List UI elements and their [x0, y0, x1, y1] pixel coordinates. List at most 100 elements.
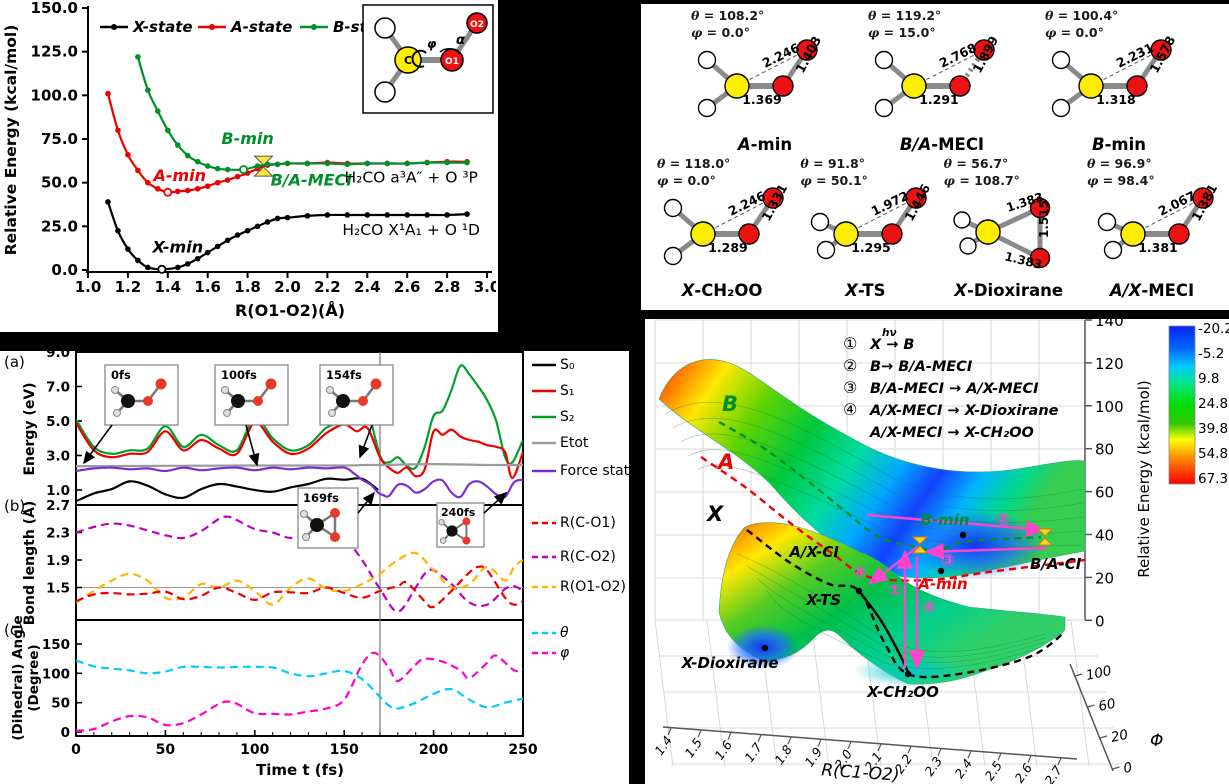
r-tick-label: 1.6 [711, 738, 735, 763]
r-tick-label: 1.5 [681, 735, 705, 760]
pec-axes: 0.0 25.0 50.0 75.0 100.0 125.0 150.0 1.0 1.2 1.4 1… [31, 0, 496, 296]
o2-atom [796, 39, 818, 61]
bond-length-c-o1: 1.291 [919, 92, 959, 107]
z-tick-label: 40 [1095, 527, 1114, 545]
data-point [304, 160, 311, 167]
x-tick-label: 3.0 [474, 278, 496, 296]
bond-length-c-o1: 1.295 [852, 240, 892, 255]
data-point [224, 166, 231, 173]
contour-line [746, 565, 1046, 658]
pes-label-x-ts: X-TS [805, 591, 841, 609]
data-point [424, 159, 430, 166]
h-atom [663, 246, 683, 266]
meci-bowtie-marker [253, 155, 274, 177]
data-point [324, 160, 331, 167]
pes-label-a-min: A-min [917, 575, 967, 593]
contour-line [766, 589, 1046, 669]
phi-value: φ = 98.4° [1086, 172, 1155, 188]
z-axis-title: Relative Energy (kcal/mol) [1135, 380, 1153, 578]
x-tick-label: 2.6 [394, 278, 421, 296]
phi-tick-label: 20 [1110, 727, 1130, 746]
z-tick-label: 140 [1095, 319, 1124, 330]
phi-value: φ = 0.0° [691, 24, 750, 40]
colorbar-label: 9.8 [1198, 371, 1219, 387]
data-point [165, 127, 171, 134]
mechanism-arrow [866, 513, 1046, 537]
y-tick-label: 75.0 [41, 130, 78, 148]
snapshot-arrow [83, 424, 113, 465]
stationary-point [959, 531, 967, 539]
o1-atom [1126, 75, 1148, 97]
legend-label: S₂ [560, 409, 575, 425]
theta-value: θ = 119.2° [868, 8, 942, 23]
legend-label: R(O1-O2) [560, 579, 626, 595]
structure-name-prefix: X [954, 281, 967, 300]
pec-chart-panel: 0.0 25.0 50.0 75.0 100.0 125.0 150.0 1.0 1.2 1.4 1… [0, 0, 500, 332]
phi-tick [1112, 766, 1120, 770]
theta-value: θ = 96.9° [1086, 156, 1152, 171]
h-atom [374, 17, 396, 39]
h-atom [438, 518, 445, 526]
pec-y-axis-title: Relative Energy (kcal/mol) [2, 25, 20, 256]
data-point [194, 255, 201, 262]
phi-value: φ = 50.1° [800, 172, 868, 188]
data-point [214, 243, 221, 250]
meci-bowtie-marker [1036, 528, 1054, 546]
c-o2-distance-line [846, 197, 917, 235]
z-tick-label: 60 [1095, 484, 1114, 502]
pec-annotation: X-min [151, 238, 203, 257]
structure-name-suffix: -MECI [931, 135, 985, 154]
structure-name-prefix: X [845, 281, 858, 300]
structure-name-suffix: -MECI [1141, 281, 1195, 300]
o-atom [330, 532, 340, 542]
o1-atom [949, 75, 971, 97]
step-badge: ④ [853, 563, 867, 583]
h-atom [328, 409, 336, 417]
r-tick-label: 2.7 [1041, 763, 1065, 784]
r-tick [727, 732, 732, 740]
data-point [135, 167, 141, 174]
traj-x-axis-title: Time t (fs) [256, 761, 344, 779]
snapshot-arrow [357, 491, 375, 514]
legend-label: R(C-O2) [560, 549, 616, 565]
x-tick-label: 1.4 [155, 278, 182, 296]
phi-value: φ = 0.0° [1045, 24, 1104, 40]
o2-atom-label: O2 [470, 20, 484, 30]
y-tick-label: 2.3 [46, 526, 70, 542]
surface-x [718, 522, 1066, 687]
structure-name: B-min [1039, 135, 1199, 154]
legend-label: R(C-O1) [560, 515, 616, 531]
pec-annotation: B/A-MECI [271, 170, 353, 189]
y-tick-label: 150.0 [31, 0, 78, 17]
x-tick-label: 150 [330, 742, 359, 758]
contour-line [736, 553, 1046, 652]
pec-annotation: A-min [151, 166, 206, 185]
legend-label: Force state [560, 463, 629, 479]
y-tick-label: 50.0 [41, 174, 78, 192]
c-o2-distance-line [913, 49, 985, 87]
data-point [254, 163, 261, 169]
legend-label: φ [560, 645, 570, 661]
data-point [125, 246, 131, 252]
data-point [204, 183, 211, 189]
step-number: ② [843, 356, 857, 375]
grid-line [1070, 619, 1090, 768]
r-tick-label: 2.4 [951, 756, 975, 781]
structure-angles: θ = 100.4° φ = 0.0° [1045, 8, 1118, 42]
r-tick-label: 2.5 [981, 758, 1005, 783]
snapshot-molecule [221, 378, 277, 417]
structure-card-x-dioxirane: θ = 56.7° φ = 108.7° 1.383 1.383 1.515 X-Diox… [938, 154, 1080, 300]
structure-name-prefix: X [681, 281, 695, 300]
data-point [404, 160, 411, 167]
bond-length-c-o1: 1.318 [1096, 92, 1136, 107]
data-point [145, 87, 151, 93]
data-point [444, 212, 450, 218]
structure-card-a-min: θ = 108.2° φ = 0.0° 1.369 1.403 2.246 A-min [685, 6, 845, 154]
r-tick-label: 2.3 [921, 754, 945, 779]
r-tick [1057, 757, 1062, 766]
structure-angles: θ = 118.0° φ = 0.0° [657, 156, 730, 190]
y-tick-label: 5.0 [46, 414, 70, 430]
y-tick-label: 0 [61, 725, 70, 741]
structure-name: A/X-MECI [1081, 281, 1223, 300]
